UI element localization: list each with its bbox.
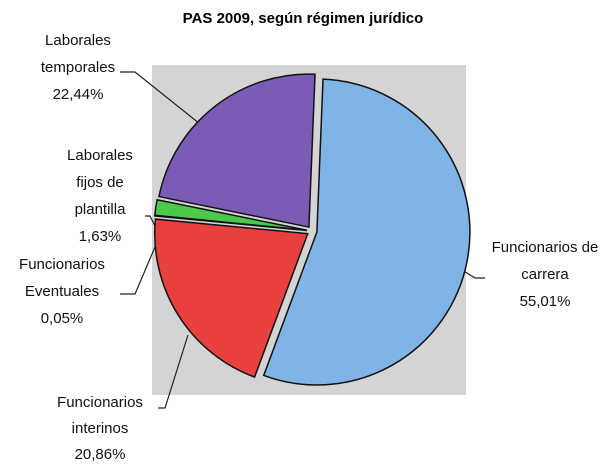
category-name: Laborales temporales	[40, 32, 116, 76]
value-label: 55,01%	[519, 293, 571, 310]
slice-label: Funcionarios Eventuales 0,05%	[5, 251, 119, 332]
leader-line	[158, 334, 189, 409]
category-name: Funcionarios interinos	[57, 394, 143, 437]
pie-slice	[153, 198, 308, 232]
value-label: 22,44%	[52, 86, 104, 103]
category-name: Laborales fijos de plantilla	[67, 147, 133, 218]
slice-label: Funcionarios interinos 20,86%	[45, 390, 155, 468]
pie-slice	[262, 78, 471, 386]
leader-lines	[120, 71, 485, 409]
value-label: 0,05%	[40, 310, 84, 327]
slice-label: Funcionarios de carrera 55,01%	[490, 234, 600, 315]
chart-title: PAS 2009, según régimen jurídico	[183, 10, 424, 27]
slice-label: Laborales fijos de plantilla 1,63%	[55, 142, 145, 250]
leader-line	[120, 71, 206, 129]
slice-label: Laborales temporales 22,44%	[23, 27, 133, 108]
category-name: Funcionarios de carrera	[491, 239, 599, 283]
pie-slice	[158, 73, 316, 228]
category-name: Funcionarios Eventuales	[19, 256, 105, 300]
pie-slice	[154, 218, 309, 379]
leader-line	[120, 239, 159, 295]
leader-line	[461, 269, 485, 279]
value-label: 1,63%	[78, 228, 122, 245]
value-label: 20,86%	[74, 446, 126, 463]
